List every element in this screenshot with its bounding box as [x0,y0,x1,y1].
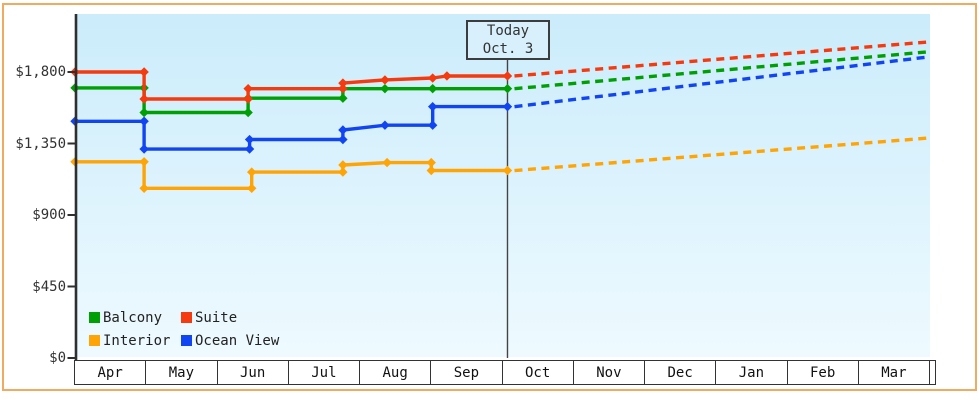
month-cell-may: May [145,360,218,385]
data-point-suite [243,83,253,94]
y-axis-label-1800: $1,800 [15,64,66,80]
month-cell-apr: Apr [74,360,147,385]
y-axis-label-1350: $1,350 [15,135,66,152]
forecast-line-suite [514,40,931,78]
legend-label-balcony: Balcony [103,309,163,326]
data-point-ocean-view [427,101,438,112]
month-cell-jan: Jan [715,360,788,385]
legend-swatch-interior [89,335,100,346]
data-point-balcony [139,107,149,118]
data-point-suite [338,78,348,88]
legend-swatch-suite [181,312,192,323]
data-point-suite [427,73,438,83]
data-point-suite [380,75,390,85]
data-point-balcony [338,93,348,103]
today-label-line2: Oct. 3 [482,41,534,57]
month-cell-oct: Oct [501,360,574,385]
data-point-interior [247,183,257,194]
month-cell-partial [929,360,936,385]
data-point-balcony [243,107,253,118]
month-cell-dec: Dec [644,360,717,385]
y-axis-label-450: $450 [32,278,66,295]
data-point-suite [338,83,348,94]
data-point-interior [338,167,348,177]
data-point-suite [139,94,149,104]
data-point-balcony [502,83,513,94]
today-label-line1: Today [486,23,530,39]
data-point-ocean-view [338,134,348,145]
data-point-interior [382,157,392,168]
legend-swatch-balcony [89,312,100,323]
legend-swatch-ocean-view [181,335,192,346]
month-cell-nov: Nov [572,360,645,385]
legend-label-interior: Interior [103,332,171,349]
plot-background [77,14,930,357]
legend-item-ocean-view: Ocean View [181,330,279,351]
forecast-line-interior [514,136,931,173]
y-axis-label-900: $900 [32,207,66,223]
forecast-line-balcony [514,49,931,91]
data-point-ocean-view [502,101,513,112]
y-axis-label-0: $0 [49,350,66,366]
data-point-balcony [380,83,390,94]
data-point-suite [442,71,452,81]
data-point-ocean-view [244,144,255,154]
legend-item-balcony: Balcony [89,307,181,328]
data-point-balcony [427,83,438,94]
data-point-ocean-view [427,120,438,130]
data-point-interior [139,157,149,167]
data-point-suite [139,67,149,77]
today-marker-label: Today Oct. 3 [466,20,550,60]
month-cell-feb: Feb [786,360,859,385]
chart-legend: Balcony Suite Interior Ocean View [89,307,279,351]
data-point-interior [426,157,436,168]
data-point-ocean-view [338,125,348,135]
legend-label-ocean-view: Ocean View [195,332,280,349]
data-point-interior [502,165,513,176]
data-point-ocean-view [244,134,255,145]
data-point-interior [426,165,436,176]
legend-label-suite: Suite [195,309,238,326]
data-point-interior [338,160,348,170]
legend-item-suite: Suite [181,307,279,328]
data-point-suite [502,71,513,81]
data-point-ocean-view [380,120,390,130]
data-point-suite [243,94,253,104]
month-cell-mar: Mar [857,360,930,385]
data-point-interior [247,167,257,177]
data-point-ocean-view [139,116,149,126]
x-axis-month-row: Apr May Jun Jul Aug Sep Oct Nov Dec Jan Feb Mar [74,360,936,385]
forecast-line-ocean-view [514,55,931,109]
month-cell-jul: Jul [287,360,360,385]
data-point-ocean-view [139,144,149,154]
month-cell-jun: Jun [216,360,289,385]
legend-item-interior: Interior [89,330,181,351]
data-point-interior [139,183,149,194]
month-cell-sep: Sep [430,360,503,385]
month-cell-aug: Aug [359,360,432,385]
